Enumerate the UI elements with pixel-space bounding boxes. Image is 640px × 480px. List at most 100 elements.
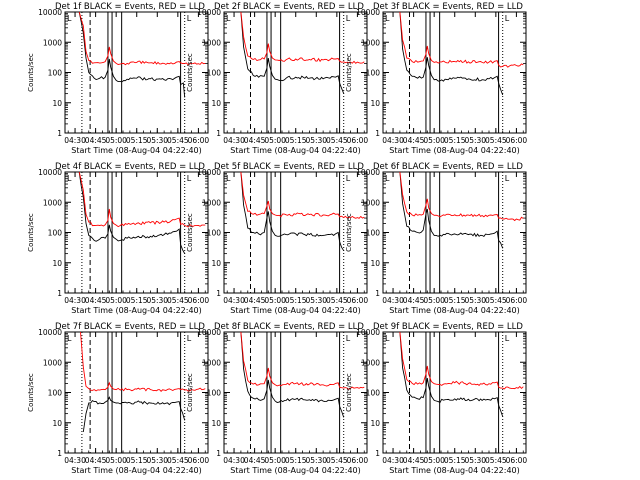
chart-title: Det 3f BLACK = Events, RED = LLD [373,2,523,12]
x-tick-label: 05:00 [423,296,445,305]
x-axis-label: Start Time (08-Aug-04 04:22:40) [71,146,202,155]
corner-mark: L [187,334,192,343]
corner-mark: L [67,14,72,23]
chart-title: Det 7f BLACK = Events, RED = LLD [55,322,205,332]
chart-panel-8: Det 8f BLACK = Events, RED = LLD Counts/s… [186,322,368,475]
chart-title: Det 8f BLACK = Events, RED = LLD [214,322,364,332]
y-tick-label: 10 [370,99,380,108]
y-tick-label: 10000 [38,8,62,17]
chart-panel-7: Det 7f BLACK = Events, RED = LLD Counts/s… [27,322,209,475]
y-tick-label: 10 [52,99,62,108]
y-tick-label: 1 [216,289,221,298]
corner-mark: L [346,14,351,23]
series-lld-line [240,171,365,219]
y-tick-label: 1000 [43,198,62,207]
x-tick-label: 05:00 [264,136,286,145]
y-tick-label: 1 [216,129,221,138]
x-tick-label: 05:45 [167,136,189,145]
x-tick-label: 05:30 [305,296,327,305]
y-tick-label: 1 [57,449,62,458]
x-tick-label: 06:00 [188,456,210,465]
x-tick-label: 05:45 [485,296,507,305]
x-tick-label: 04:30 [64,456,86,465]
y-tick-label: 10 [211,99,221,108]
x-tick-label: 05:45 [326,296,348,305]
x-tick-label: 04:45 [85,456,107,465]
y-tick-label: 10 [370,259,380,268]
x-tick-label: 04:45 [403,296,425,305]
y-tick-label: 10000 [356,8,380,17]
y-tick-label: 1000 [202,38,221,47]
x-tick-label: 05:15 [126,296,148,305]
x-axis-label: Start Time (08-Aug-04 04:22:40) [71,306,202,315]
x-tick-label: 05:45 [167,456,189,465]
chart-panel-3: Det 3f BLACK = Events, RED = LLD Counts/s… [345,2,527,155]
x-tick-label: 05:15 [126,136,148,145]
series-events-line [240,331,345,418]
x-tick-label: 04:30 [382,456,404,465]
x-tick-label: 05:15 [285,456,307,465]
series-events-line [399,11,504,96]
x-tick-label: 05:45 [485,456,507,465]
x-tick-label: 05:15 [285,136,307,145]
chart-panel-4: Det 4f BLACK = Events, RED = LLD Counts/s… [27,162,209,315]
x-tick-label: 05:30 [146,136,168,145]
x-tick-label: 05:15 [444,296,466,305]
x-tick-label: 05:30 [464,456,486,465]
x-tick-label: 05:00 [423,136,445,145]
y-axis-label: Counts/sec [27,373,35,412]
x-axis-label: Start Time (08-Aug-04 04:22:40) [230,306,361,315]
y-axis-label: Counts/sec [345,373,353,412]
series-lld-line [240,331,365,390]
y-tick-label: 100 [207,389,222,398]
chart-title: Det 9f BLACK = Events, RED = LLD [373,322,523,332]
x-tick-label: 04:30 [382,296,404,305]
chart-panel-2: Det 2f BLACK = Events, RED = LLD Counts/s… [186,2,368,155]
y-axis-label: Counts/sec [186,373,194,412]
corner-mark: L [187,14,192,23]
y-tick-label: 1000 [361,198,380,207]
x-tick-label: 05:00 [105,136,127,145]
x-tick-label: 05:45 [326,136,348,145]
series-lld-line [399,11,524,68]
x-tick-label: 06:00 [506,456,528,465]
x-tick-label: 05:30 [146,456,168,465]
x-tick-label: 06:00 [506,136,528,145]
y-tick-label: 100 [366,69,381,78]
x-tick-label: 04:45 [244,296,266,305]
y-tick-label: 10000 [356,328,380,337]
x-tick-label: 04:45 [403,456,425,465]
plot-frame [382,331,527,454]
y-tick-label: 1000 [361,358,380,367]
series-events-line [82,396,186,432]
series-events-line [399,171,504,249]
x-tick-label: 05:15 [444,456,466,465]
y-axis-label: Counts/sec [186,213,194,252]
y-tick-label: 1 [57,289,62,298]
y-tick-label: 100 [48,389,63,398]
y-tick-label: 10 [370,419,380,428]
series-lld-line [240,11,365,64]
plot-frame [382,11,527,134]
corner-mark: L [385,174,390,183]
y-axis-label: Counts/sec [27,213,35,252]
y-tick-label: 1000 [43,38,62,47]
chart-panel-9: Det 9f BLACK = Events, RED = LLD Counts/s… [345,322,527,475]
y-tick-label: 10 [211,259,221,268]
x-tick-label: 06:00 [188,296,210,305]
chart-panel-1: Det 1f BLACK = Events, RED = LLD Counts/s… [27,2,209,155]
y-tick-label: 10000 [197,328,221,337]
x-tick-label: 05:00 [264,456,286,465]
x-tick-label: 05:30 [146,296,168,305]
corner-mark: L [67,334,72,343]
y-tick-label: 1000 [202,358,221,367]
series-lld-line [78,171,206,228]
x-tick-label: 05:30 [464,136,486,145]
x-tick-label: 04:30 [223,296,245,305]
x-tick-label: 05:00 [105,296,127,305]
series-lld-line [80,331,206,392]
chart-panel-5: Det 5f BLACK = Events, RED = LLD Counts/s… [186,162,368,315]
x-axis-label: Start Time (08-Aug-04 04:22:40) [389,306,520,315]
y-tick-label: 1000 [43,358,62,367]
corner-mark: L [226,334,231,343]
